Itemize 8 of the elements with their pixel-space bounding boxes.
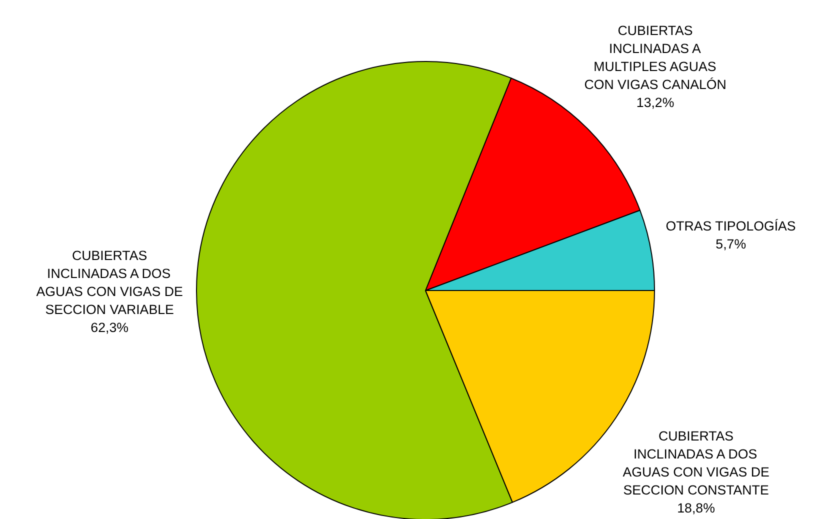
data-label: 5,7% [716,236,746,252]
data-label: 18,8% [677,500,716,516]
data-label: 62,3% [90,320,129,335]
slice-label: CUBIERTAS INCLINADAS A DOS AGUAS CON VIGAS DE SECCION CONSTANTE [622,428,770,498]
data-label: 13,2% [636,94,674,110]
slice-label: CUBIERTAS INCLINADAS A DOS AGUAS CON VIGAS DE SECCION VARIABLE [36,248,184,317]
slice-label: CUBIERTAS INCLINADAS A MULTIPLES AGUAS CON VIGAS CANALÓN [584,22,726,92]
slice-label: OTRAS TIPOLOGÍAS [666,218,796,234]
